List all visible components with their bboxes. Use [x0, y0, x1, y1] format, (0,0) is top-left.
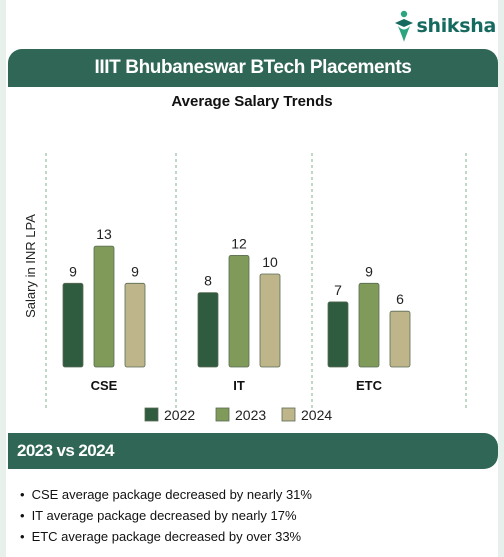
data-label: 10 — [262, 254, 278, 270]
legend-swatch — [215, 407, 230, 422]
y-axis-label: Salary in INR LPA — [23, 214, 38, 318]
data-label: 8 — [204, 273, 212, 289]
legend-label: 2024 — [301, 407, 332, 423]
bar — [228, 254, 250, 368]
legend-swatch — [281, 407, 296, 422]
bar — [197, 292, 219, 368]
comparison-title: 2023 vs 2024 — [8, 433, 498, 469]
category-label: CSE — [91, 378, 118, 393]
page-title: IIIT Bhubaneswar BTech Placements — [8, 49, 498, 87]
logo-text: shiksha — [416, 15, 496, 37]
bar-chart: Salary in INR LPA 9 13 9 CSE 8 12 10 IT 7 9 6 ETC 202… — [23, 153, 467, 423]
chart-title: Average Salary Trends — [171, 93, 333, 110]
data-label: 7 — [334, 282, 342, 298]
legend-label: 2022 — [164, 407, 195, 423]
category-label: IT — [233, 378, 245, 393]
data-label: 9 — [365, 263, 373, 279]
bar — [62, 282, 84, 368]
bar — [93, 245, 115, 368]
comparison-list: CSE average package decreased by nearly … — [20, 484, 312, 547]
bar — [259, 273, 281, 368]
bar — [389, 310, 411, 368]
data-label: 12 — [231, 235, 247, 251]
legend-swatch — [144, 407, 159, 422]
bar — [358, 282, 380, 368]
category-label: ETC — [356, 378, 383, 393]
shiksha-logo: shiksha — [393, 6, 496, 46]
graduate-icon — [395, 10, 414, 42]
data-label: 9 — [131, 263, 139, 279]
comparison-point-etc: ETC average package decreased by over 33… — [20, 526, 312, 547]
comparison-point-cse: CSE average package decreased by nearly … — [20, 484, 312, 505]
data-label: 6 — [396, 291, 404, 307]
bar — [327, 301, 349, 368]
legend-label: 2023 — [235, 407, 266, 423]
data-label: 13 — [96, 226, 112, 242]
data-label: 9 — [69, 263, 77, 279]
comparison-point-it: IT average package decreased by nearly 1… — [20, 505, 312, 526]
bar — [124, 282, 146, 368]
